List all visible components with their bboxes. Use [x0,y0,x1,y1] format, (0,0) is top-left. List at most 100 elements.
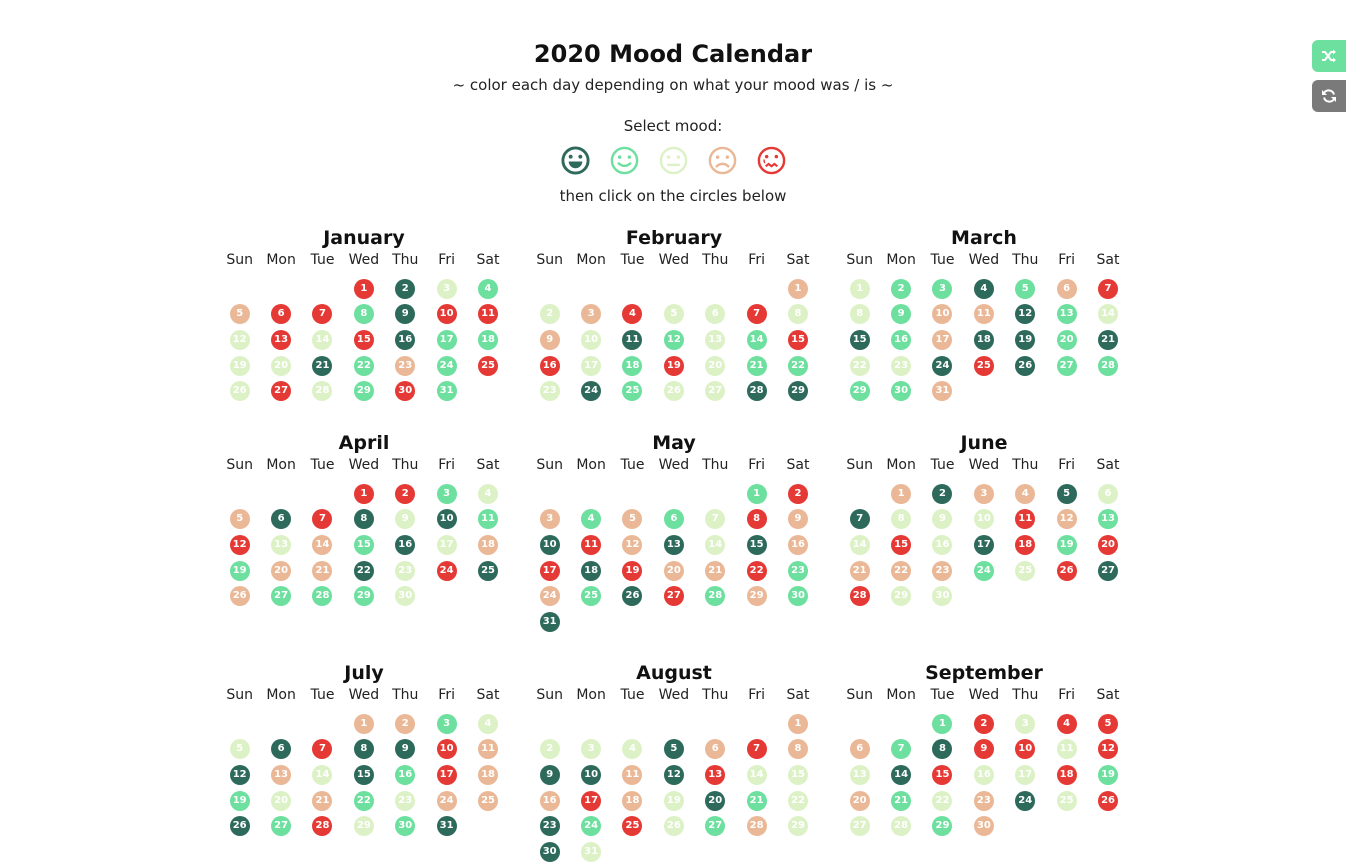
day-circle[interactable]: 29 [353,586,374,607]
day-circle[interactable]: 28 [312,586,333,607]
day-circle[interactable]: 1 [353,278,374,299]
day-circle[interactable]: 23 [973,790,994,811]
day-circle[interactable]: 26 [663,381,684,402]
day-circle[interactable]: 29 [891,586,912,607]
day-circle[interactable]: 22 [353,790,374,811]
day-circle[interactable]: 4 [478,483,499,504]
day-circle[interactable]: 20 [663,560,684,581]
day-circle[interactable]: 9 [395,304,416,325]
day-circle[interactable]: 18 [1015,534,1036,555]
day-circle[interactable]: 6 [271,739,292,760]
day-circle[interactable]: 9 [932,509,953,530]
day-circle[interactable]: 25 [973,355,994,376]
day-circle[interactable]: 1 [353,713,374,734]
day-circle[interactable]: 25 [622,381,643,402]
day-circle[interactable]: 1 [891,483,912,504]
day-circle[interactable]: 9 [395,509,416,530]
day-circle[interactable]: 21 [891,790,912,811]
day-circle[interactable]: 31 [539,611,560,632]
day-circle[interactable]: 26 [622,586,643,607]
day-circle[interactable]: 8 [746,509,767,530]
day-circle[interactable]: 22 [788,355,809,376]
day-circle[interactable]: 26 [229,816,250,837]
day-circle[interactable]: 5 [663,304,684,325]
day-circle[interactable]: 11 [1015,509,1036,530]
day-circle[interactable]: 27 [271,586,292,607]
day-circle[interactable]: 9 [891,304,912,325]
shuffle-button[interactable] [1312,40,1346,72]
day-circle[interactable]: 2 [539,304,560,325]
day-circle[interactable]: 11 [478,739,499,760]
day-circle[interactable]: 18 [581,560,602,581]
day-circle[interactable]: 21 [746,790,767,811]
day-circle[interactable]: 16 [891,329,912,350]
day-circle[interactable]: 10 [436,304,457,325]
day-circle[interactable]: 20 [271,355,292,376]
day-circle[interactable]: 24 [973,560,994,581]
day-circle[interactable]: 24 [436,560,457,581]
day-circle[interactable]: 8 [891,509,912,530]
day-circle[interactable]: 28 [891,816,912,837]
day-circle[interactable]: 14 [312,534,333,555]
day-circle[interactable]: 14 [1098,304,1119,325]
day-circle[interactable]: 12 [1015,304,1036,325]
day-circle[interactable]: 25 [478,790,499,811]
very-sad-face-icon[interactable] [756,145,787,176]
day-circle[interactable]: 1 [849,278,870,299]
day-circle[interactable]: 24 [1015,790,1036,811]
day-circle[interactable]: 3 [581,304,602,325]
day-circle[interactable]: 23 [395,560,416,581]
day-circle[interactable]: 20 [849,790,870,811]
day-circle[interactable]: 22 [932,790,953,811]
day-circle[interactable]: 26 [663,816,684,837]
day-circle[interactable]: 7 [312,509,333,530]
day-circle[interactable]: 17 [436,534,457,555]
day-circle[interactable]: 8 [788,739,809,760]
day-circle[interactable]: 13 [1056,304,1077,325]
day-circle[interactable]: 29 [746,586,767,607]
day-circle[interactable]: 28 [312,381,333,402]
day-circle[interactable]: 11 [478,509,499,530]
day-circle[interactable]: 14 [312,329,333,350]
day-circle[interactable]: 29 [932,816,953,837]
day-circle[interactable]: 16 [932,534,953,555]
day-circle[interactable]: 10 [436,509,457,530]
day-circle[interactable]: 10 [1015,739,1036,760]
day-circle[interactable]: 11 [622,329,643,350]
day-circle[interactable]: 3 [436,483,457,504]
day-circle[interactable]: 23 [539,816,560,837]
day-circle[interactable]: 23 [395,355,416,376]
day-circle[interactable]: 7 [849,509,870,530]
day-circle[interactable]: 6 [663,509,684,530]
day-circle[interactable]: 30 [891,381,912,402]
day-circle[interactable]: 18 [973,329,994,350]
day-circle[interactable]: 7 [312,304,333,325]
day-circle[interactable]: 20 [271,560,292,581]
day-circle[interactable]: 11 [1056,739,1077,760]
day-circle[interactable]: 22 [746,560,767,581]
day-circle[interactable]: 7 [746,739,767,760]
day-circle[interactable]: 20 [705,790,726,811]
day-circle[interactable]: 26 [229,381,250,402]
day-circle[interactable]: 29 [353,816,374,837]
day-circle[interactable]: 6 [705,739,726,760]
day-circle[interactable]: 6 [849,739,870,760]
day-circle[interactable]: 19 [229,355,250,376]
day-circle[interactable]: 26 [1056,560,1077,581]
day-circle[interactable]: 2 [395,278,416,299]
day-circle[interactable]: 5 [1015,278,1036,299]
day-circle[interactable]: 19 [1015,329,1036,350]
day-circle[interactable]: 16 [539,790,560,811]
day-circle[interactable]: 22 [353,560,374,581]
day-circle[interactable]: 6 [705,304,726,325]
day-circle[interactable]: 3 [1015,713,1036,734]
day-circle[interactable]: 30 [973,816,994,837]
day-circle[interactable]: 16 [395,329,416,350]
day-circle[interactable]: 5 [229,509,250,530]
day-circle[interactable]: 21 [312,560,333,581]
day-circle[interactable]: 3 [973,483,994,504]
day-circle[interactable]: 25 [1056,790,1077,811]
day-circle[interactable]: 30 [539,841,560,862]
day-circle[interactable]: 17 [539,560,560,581]
day-circle[interactable]: 31 [932,381,953,402]
